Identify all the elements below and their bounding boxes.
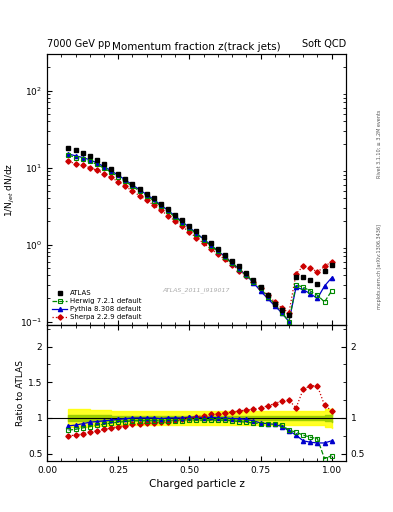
Y-axis label: Ratio to ATLAS: Ratio to ATLAS <box>16 360 25 426</box>
Text: 7000 GeV pp: 7000 GeV pp <box>47 38 111 49</box>
Text: mcplots.cern.ch [arXiv:1306.3436]: mcplots.cern.ch [arXiv:1306.3436] <box>377 224 382 309</box>
Legend: ATLAS, Herwig 7.2.1 default, Pythia 8.308 default, Sherpa 2.2.9 default: ATLAS, Herwig 7.2.1 default, Pythia 8.30… <box>51 289 143 322</box>
Text: ATLAS_2011_I919017: ATLAS_2011_I919017 <box>163 287 230 293</box>
Text: Rivet 3.1.10; ≥ 3.2M events: Rivet 3.1.10; ≥ 3.2M events <box>377 109 382 178</box>
Y-axis label: 1/N$_{jet}$ dN/dz: 1/N$_{jet}$ dN/dz <box>4 162 17 217</box>
Title: Momentum fraction z(track jets): Momentum fraction z(track jets) <box>112 41 281 52</box>
Text: Soft QCD: Soft QCD <box>301 38 346 49</box>
X-axis label: Charged particle z: Charged particle z <box>149 479 244 489</box>
